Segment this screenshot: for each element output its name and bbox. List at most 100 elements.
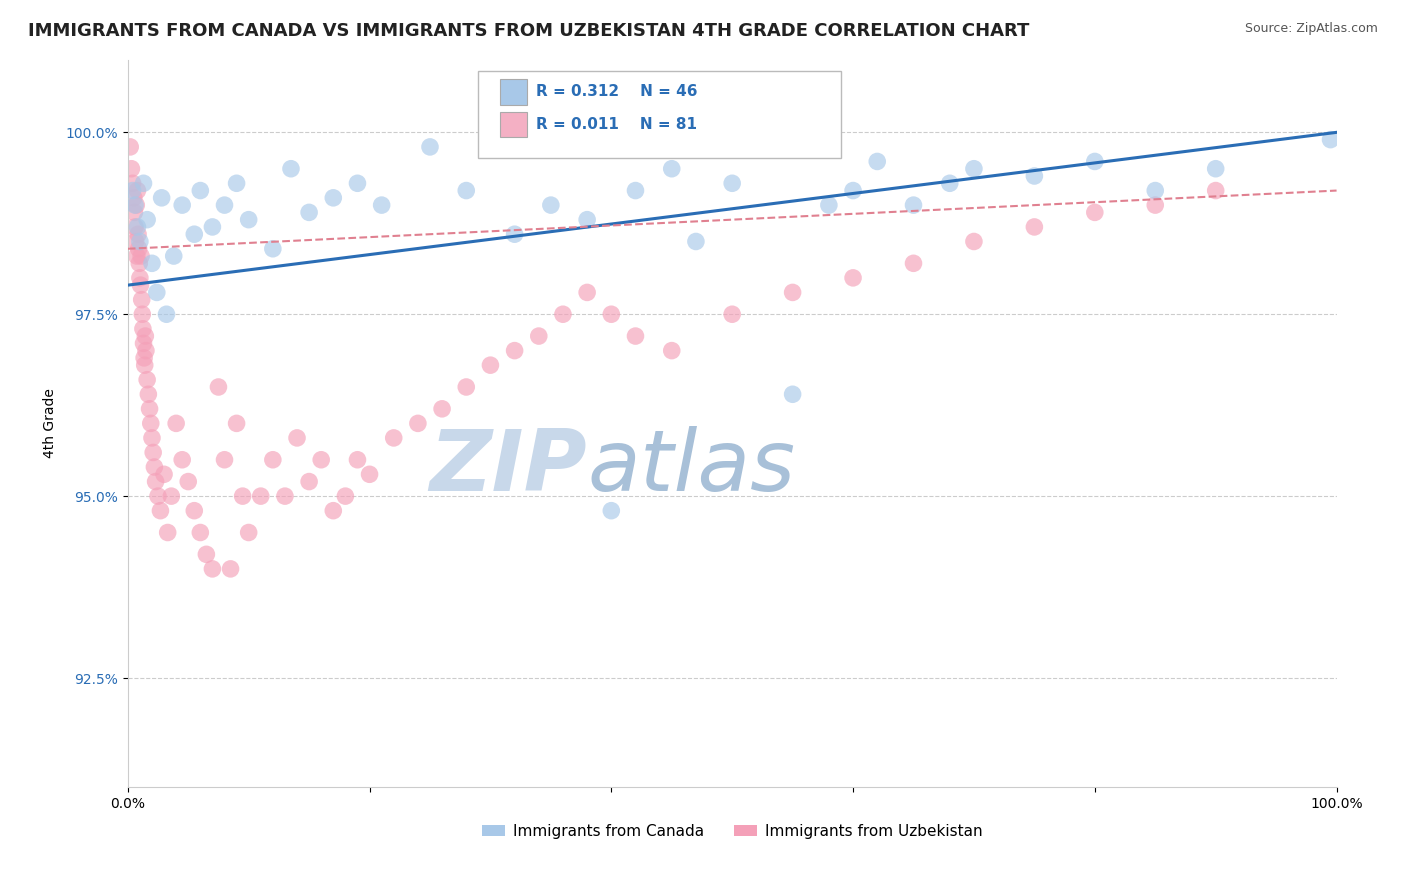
- Point: [600, 504, 623, 518]
- Point: [576, 285, 599, 300]
- Point: [262, 242, 284, 256]
- Point: [127, 219, 149, 234]
- Point: [661, 343, 683, 358]
- Text: ZIP: ZIP: [429, 425, 588, 508]
- Point: [141, 256, 163, 270]
- Point: [120, 161, 142, 176]
- Point: [207, 380, 229, 394]
- Point: [142, 445, 165, 459]
- Y-axis label: 4th Grade: 4th Grade: [44, 388, 58, 458]
- Point: [1144, 184, 1167, 198]
- Point: [456, 184, 478, 198]
- Point: [219, 562, 242, 576]
- Point: [132, 176, 155, 190]
- Point: [214, 198, 236, 212]
- Point: [124, 219, 146, 234]
- Point: [136, 212, 159, 227]
- Point: [121, 184, 143, 198]
- Point: [156, 525, 179, 540]
- Point: [134, 329, 156, 343]
- Point: [145, 475, 167, 489]
- Point: [346, 176, 368, 190]
- Point: [503, 227, 526, 242]
- Point: [298, 475, 321, 489]
- Point: [285, 431, 308, 445]
- Point: [131, 293, 153, 307]
- Point: [335, 489, 357, 503]
- Point: [527, 329, 550, 343]
- Point: [842, 184, 865, 198]
- Point: [131, 307, 153, 321]
- Point: [124, 205, 146, 219]
- Point: [128, 242, 150, 256]
- Point: [939, 176, 962, 190]
- Point: [430, 401, 453, 416]
- Point: [963, 161, 986, 176]
- Point: [551, 307, 574, 321]
- Point: [685, 235, 707, 249]
- Point: [456, 380, 478, 394]
- Point: [721, 176, 744, 190]
- Point: [165, 417, 187, 431]
- Point: [153, 467, 176, 482]
- Point: [155, 307, 177, 321]
- Point: [262, 452, 284, 467]
- Point: [172, 198, 194, 212]
- Bar: [501, 112, 527, 137]
- Point: [1024, 219, 1046, 234]
- Point: [163, 249, 186, 263]
- Point: [138, 401, 160, 416]
- Point: [346, 452, 368, 467]
- Point: [1205, 184, 1227, 198]
- Point: [138, 387, 160, 401]
- Point: [1024, 169, 1046, 183]
- Point: [141, 431, 163, 445]
- Point: [661, 161, 683, 176]
- Point: [127, 184, 149, 198]
- Point: [146, 285, 169, 300]
- Point: [132, 336, 155, 351]
- Point: [132, 322, 155, 336]
- Point: [225, 176, 247, 190]
- Point: [576, 212, 599, 227]
- Point: [322, 504, 344, 518]
- Point: [160, 489, 183, 503]
- Point: [128, 235, 150, 249]
- Point: [309, 452, 332, 467]
- Point: [134, 351, 156, 365]
- Text: R = 0.312    N = 46: R = 0.312 N = 46: [536, 85, 697, 100]
- Text: IMMIGRANTS FROM CANADA VS IMMIGRANTS FROM UZBEKISTAN 4TH GRADE CORRELATION CHART: IMMIGRANTS FROM CANADA VS IMMIGRANTS FRO…: [28, 22, 1029, 40]
- Point: [1084, 154, 1107, 169]
- Legend: Immigrants from Canada, Immigrants from Uzbekistan: Immigrants from Canada, Immigrants from …: [475, 818, 988, 845]
- Point: [842, 271, 865, 285]
- Point: [177, 475, 200, 489]
- Point: [122, 191, 145, 205]
- Point: [124, 235, 146, 249]
- Point: [125, 198, 148, 212]
- Point: [479, 358, 502, 372]
- FancyBboxPatch shape: [478, 70, 841, 158]
- Point: [183, 504, 205, 518]
- Point: [721, 307, 744, 321]
- Point: [359, 467, 381, 482]
- Point: [274, 489, 297, 503]
- Point: [134, 358, 156, 372]
- Point: [624, 329, 647, 343]
- Point: [188, 525, 211, 540]
- Point: [782, 387, 804, 401]
- Point: [201, 562, 224, 576]
- Point: [129, 249, 152, 263]
- Point: [540, 198, 562, 212]
- Point: [419, 140, 441, 154]
- Point: [1144, 198, 1167, 212]
- Point: [866, 154, 889, 169]
- Point: [322, 191, 344, 205]
- Point: [1205, 161, 1227, 176]
- Point: [143, 460, 166, 475]
- Point: [1319, 133, 1341, 147]
- Text: R = 0.011    N = 81: R = 0.011 N = 81: [536, 117, 697, 132]
- Point: [172, 452, 194, 467]
- Point: [214, 452, 236, 467]
- Point: [782, 285, 804, 300]
- Point: [195, 547, 218, 561]
